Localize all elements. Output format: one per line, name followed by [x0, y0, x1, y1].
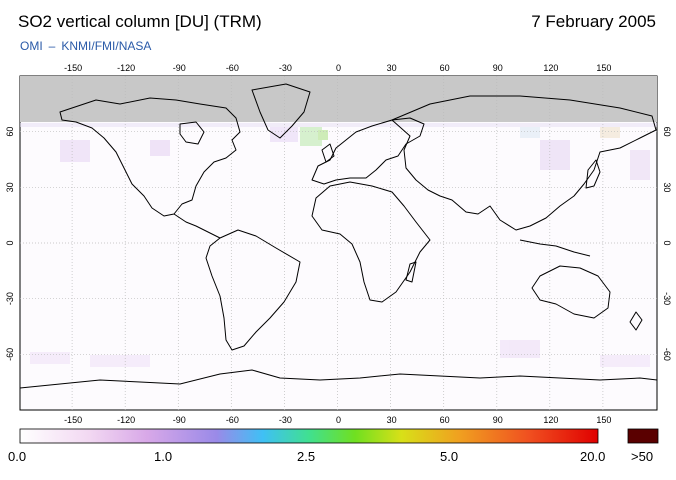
lat-tick-left-2: 0 — [5, 240, 15, 245]
lat-tick-left-1: 30 — [5, 182, 15, 192]
credit-institutions: KNMI/FMI/NASA — [61, 39, 152, 53]
credit-dash: – — [48, 39, 56, 53]
lon-ticks-bottom: -150 -120 -90 -60 -30 0 30 60 90 120 150 — [64, 415, 611, 425]
colorbar-label-0: 0.0 — [8, 449, 27, 464]
lon-tick-top-5: 0 — [336, 63, 341, 73]
lon-tick-bottom-1: -120 — [117, 415, 135, 425]
australia-coast — [531, 265, 611, 319]
lat-tick-left-3: -30 — [5, 292, 15, 305]
credit-line: OMI – KNMI/FMI/NASA — [20, 39, 151, 53]
so2-speckle — [20, 123, 657, 367]
lon-tick-bottom-10: 150 — [596, 415, 611, 425]
south-america-coast — [205, 229, 301, 351]
north-america-coast — [59, 97, 241, 217]
lat-tick-right-1: 30 — [662, 182, 672, 192]
colorbar-label-2: 2.5 — [297, 449, 316, 464]
antarctica-coast — [20, 369, 657, 389]
lon-ticks-top: -150 -120 -90 -60 -30 0 30 60 90 120 150 — [64, 63, 611, 73]
new-zealand — [629, 311, 643, 331]
lat-tick-right-0: 60 — [662, 127, 672, 137]
lon-tick-top-0: -150 — [64, 63, 82, 73]
colorbar-label-1: 1.0 — [154, 449, 173, 464]
hudson-bay — [179, 121, 205, 145]
lon-tick-bottom-9: 120 — [543, 415, 558, 425]
lon-tick-bottom-8: 90 — [493, 415, 503, 425]
colorbar-label-3: 5.0 — [440, 449, 459, 464]
lon-tick-bottom-6: 30 — [387, 415, 397, 425]
indonesia — [519, 239, 591, 257]
lon-tick-top-7: 60 — [440, 63, 450, 73]
lon-tick-bottom-7: 60 — [440, 415, 450, 425]
lon-tick-top-6: 30 — [387, 63, 397, 73]
lon-tick-top-1: -120 — [117, 63, 135, 73]
lon-tick-bottom-3: -60 — [226, 415, 239, 425]
colorbar-label-4: 20.0 — [580, 449, 606, 464]
colorbar — [19, 428, 599, 444]
japan — [585, 159, 601, 189]
lon-tick-bottom-0: -150 — [64, 415, 82, 425]
lon-tick-bottom-5: 0 — [336, 415, 341, 425]
lat-tick-right-4: -60 — [662, 348, 672, 361]
map-date: 7 February 2005 — [531, 12, 656, 31]
lat-ticks-right: 60 30 0 -30 -60 — [662, 127, 672, 361]
lat-tick-left-4: -60 — [5, 348, 15, 361]
central-america — [173, 213, 221, 239]
no-data-region — [20, 76, 657, 122]
madagascar — [405, 261, 417, 283]
colorbar-overflow-label: >50 — [631, 449, 654, 464]
lon-tick-top-10: 150 — [596, 63, 611, 73]
lon-tick-top-8: 90 — [493, 63, 503, 73]
map-title: SO2 vertical column [DU] (TRM) — [18, 12, 262, 31]
coastlines — [20, 83, 657, 389]
lon-tick-bottom-2: -90 — [173, 415, 186, 425]
africa-coast — [311, 181, 431, 303]
map-grid — [20, 76, 657, 410]
lat-tick-right-2: 0 — [662, 240, 672, 245]
lat-tick-left-0: 60 — [5, 127, 15, 137]
credit-instrument: OMI — [20, 39, 43, 53]
lon-tick-top-3: -60 — [226, 63, 239, 73]
lon-tick-top-4: -30 — [279, 63, 292, 73]
europe-coast — [311, 117, 425, 185]
colorbar-overflow — [627, 428, 659, 444]
british-isles — [321, 143, 335, 163]
lat-tick-right-3: -30 — [662, 292, 672, 305]
lon-tick-bottom-4: -30 — [279, 415, 292, 425]
asia-coast — [391, 95, 657, 231]
lon-tick-top-2: -90 — [173, 63, 186, 73]
lat-ticks-left: 60 30 0 -30 -60 — [5, 127, 15, 361]
greenland — [251, 83, 311, 139]
lon-tick-top-9: 120 — [543, 63, 558, 73]
